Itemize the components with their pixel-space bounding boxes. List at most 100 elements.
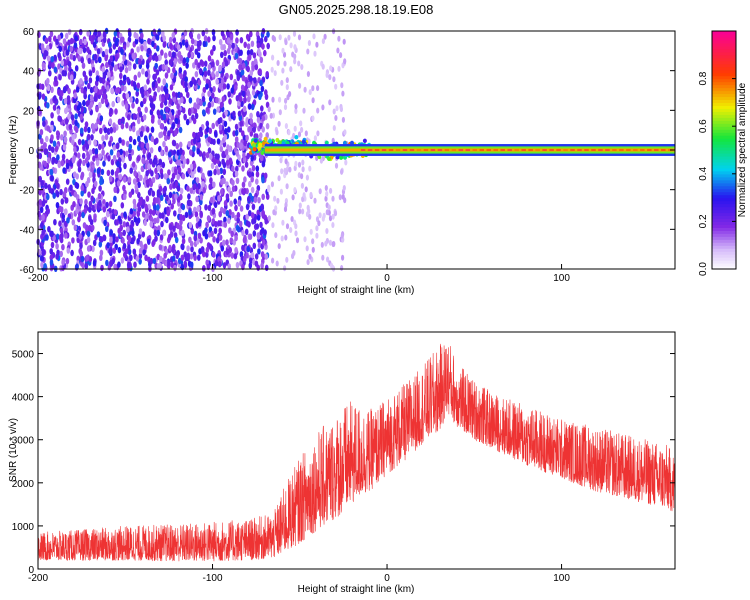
heatmap-cell bbox=[302, 107, 306, 114]
heatmap-cell bbox=[170, 203, 174, 210]
heatmap-cell bbox=[247, 54, 252, 61]
heatmap-cell bbox=[71, 237, 75, 244]
heatmap-cell bbox=[278, 34, 282, 41]
heatmap-cell bbox=[141, 211, 146, 218]
heatmap-cell bbox=[274, 232, 278, 239]
heatmap-cell bbox=[77, 55, 82, 62]
heatmap-cell bbox=[275, 260, 279, 267]
heatmap-cell bbox=[86, 230, 91, 237]
colorbar-swatch bbox=[712, 176, 736, 181]
heatmap-cell bbox=[58, 115, 63, 123]
heatmap-cell bbox=[233, 253, 238, 260]
heatmap-cell bbox=[110, 159, 115, 166]
heatmap-cell bbox=[283, 60, 287, 67]
heatmap-cell bbox=[73, 146, 77, 153]
heatmap-cell bbox=[80, 171, 85, 178]
heatmap-cell bbox=[284, 123, 288, 129]
heatmap-cell bbox=[311, 246, 315, 253]
heatmap-cell bbox=[236, 141, 240, 148]
heatmap-cell bbox=[127, 176, 132, 183]
y-tick-label: 4000 bbox=[12, 393, 35, 404]
heatmap-cell bbox=[255, 223, 260, 230]
heatmap-cell bbox=[147, 47, 151, 55]
heatmap-cell bbox=[237, 110, 242, 118]
heatmap-cell bbox=[145, 142, 150, 149]
heatmap-cell bbox=[231, 165, 235, 173]
heatmap-cell bbox=[234, 136, 239, 143]
heatmap-cell bbox=[235, 165, 239, 173]
heatmap-cell bbox=[74, 65, 79, 72]
colorbar-swatch bbox=[712, 114, 736, 118]
heatmap-cell bbox=[147, 38, 151, 45]
heatmap-cell bbox=[240, 84, 245, 91]
heatmap-cell bbox=[273, 195, 277, 202]
heatmap-cell bbox=[197, 79, 202, 86]
heatmap-cell bbox=[176, 196, 181, 203]
x-tick-label: -100 bbox=[203, 573, 223, 584]
heatmap-cell bbox=[199, 99, 203, 107]
heatmap-cell bbox=[97, 193, 102, 200]
heatmap-cell bbox=[212, 138, 216, 146]
heatmap-cell bbox=[116, 167, 120, 174]
heatmap-cell bbox=[202, 230, 206, 237]
heatmap-cell bbox=[194, 48, 199, 55]
heatmap-cell bbox=[67, 87, 71, 95]
colorbar-swatch bbox=[712, 191, 736, 196]
heatmap-cell bbox=[640, 149, 645, 151]
heatmap-cell bbox=[94, 122, 98, 129]
heatmap-cell bbox=[79, 38, 83, 46]
heatmap-cell bbox=[212, 236, 216, 243]
heatmap-cell bbox=[256, 111, 260, 118]
heatmap-cell bbox=[95, 70, 100, 77]
heatmap-cell bbox=[102, 72, 107, 80]
heatmap-cell bbox=[243, 176, 247, 183]
heatmap-cell bbox=[73, 171, 77, 178]
heatmap-cell bbox=[309, 228, 313, 235]
heatmap-cell bbox=[136, 155, 141, 162]
heatmap-cell bbox=[250, 155, 254, 162]
heatmap-cell bbox=[122, 221, 127, 228]
heatmap-cell bbox=[80, 255, 85, 263]
heatmap-cell bbox=[305, 174, 309, 181]
heatmap-cell bbox=[128, 154, 132, 162]
heatmap-cell bbox=[241, 75, 246, 82]
colorbar-swatch bbox=[712, 236, 736, 240]
heatmap-cell bbox=[264, 253, 269, 260]
heatmap-cell bbox=[118, 173, 123, 180]
heatmap-cell bbox=[131, 102, 135, 109]
heatmap-cell bbox=[82, 159, 86, 167]
heatmap-cell bbox=[151, 81, 156, 88]
heatmap-cell bbox=[87, 57, 92, 65]
heatmap-cell bbox=[128, 31, 132, 38]
heatmap-cell bbox=[308, 213, 312, 220]
heatmap-cell bbox=[218, 227, 222, 234]
heatmap-cell bbox=[158, 54, 162, 61]
heatmap-cell bbox=[110, 87, 115, 95]
heatmap-cell bbox=[78, 28, 83, 36]
heatmap-cell bbox=[328, 215, 333, 222]
heatmap-cell bbox=[148, 158, 153, 165]
heatmap-cell bbox=[181, 237, 186, 245]
heatmap-cell bbox=[120, 123, 125, 130]
heatmap-cell bbox=[238, 220, 243, 227]
heatmap-cell bbox=[39, 206, 44, 213]
heatmap-cell bbox=[187, 167, 191, 175]
colorbar-swatch bbox=[712, 179, 736, 184]
heatmap-cell bbox=[283, 104, 288, 111]
heatmap-cell bbox=[416, 149, 422, 151]
heatmap-cell bbox=[55, 130, 60, 137]
heatmap-cell bbox=[168, 111, 173, 118]
colorbar-swatch bbox=[712, 248, 736, 252]
heatmap-cell bbox=[140, 37, 144, 45]
heatmap-cell bbox=[177, 207, 182, 214]
heatmap-cell bbox=[180, 96, 184, 104]
heatmap-cell bbox=[40, 138, 44, 145]
heatmap-cell bbox=[340, 265, 344, 271]
heatmap-cell bbox=[250, 252, 255, 259]
heatmap-cell bbox=[118, 137, 122, 144]
heatmap-cell bbox=[339, 106, 343, 113]
heatmap-cell bbox=[264, 35, 268, 43]
heatmap-cell bbox=[342, 185, 346, 191]
heatmap-cell bbox=[251, 65, 255, 72]
heatmap-cell bbox=[493, 149, 498, 151]
